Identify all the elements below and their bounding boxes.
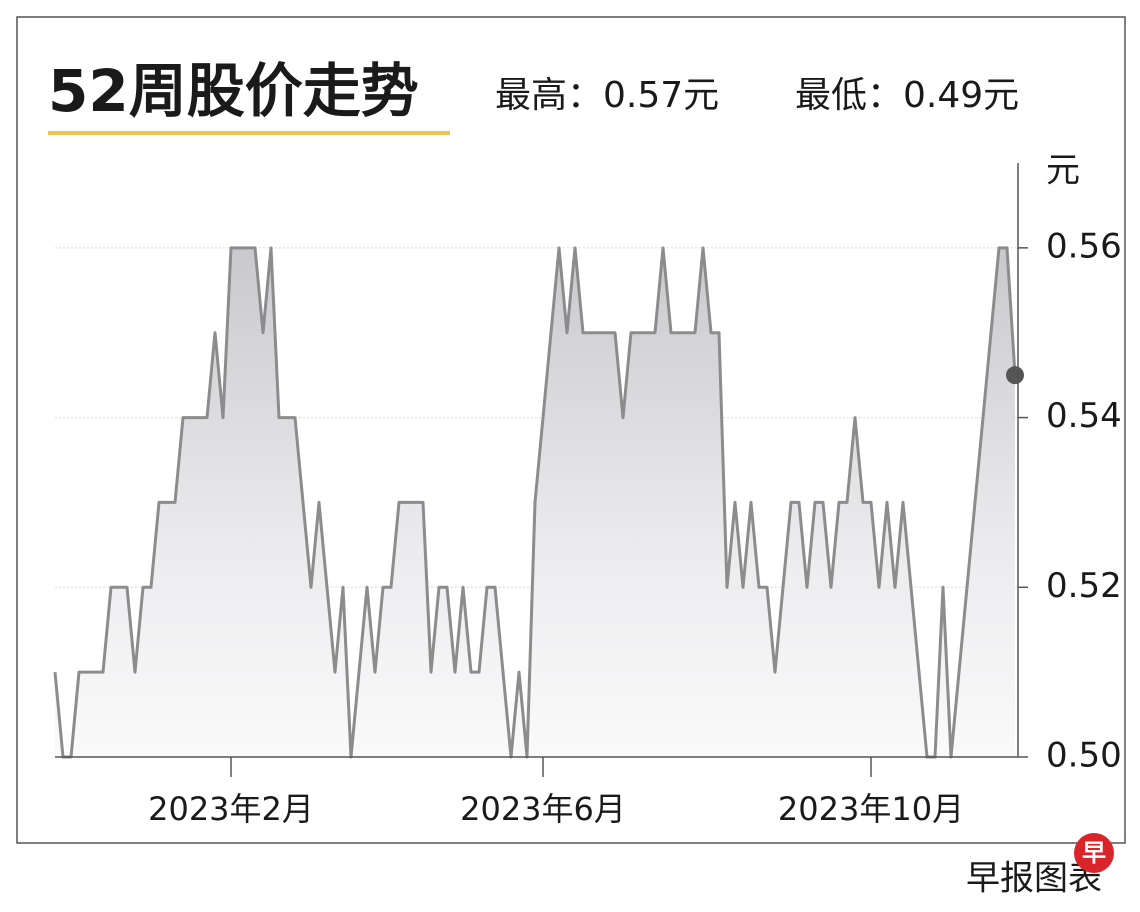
last-point: [1006, 366, 1024, 385]
chart-title: 52周股价走势: [48, 57, 419, 125]
y-tick-label: 0.50: [1046, 736, 1122, 776]
x-tick-label: 2023年2月: [148, 790, 314, 828]
low-label: 最低：0.49元: [795, 75, 1019, 116]
title-underline: [48, 131, 450, 135]
y-unit: 元: [1046, 151, 1080, 191]
high-label: 最高：0.57元: [495, 75, 719, 116]
frame: [16, 16, 1126, 844]
logo-text: 早: [1082, 839, 1106, 867]
x-tick-label: 2023年10月: [778, 790, 964, 828]
logo: [1074, 833, 1114, 873]
y-tick-label: 0.52: [1046, 566, 1122, 606]
y-tick-label: 0.56: [1046, 226, 1122, 266]
y-tick-label: 0.54: [1046, 396, 1122, 436]
x-tick-label: 2023年6月: [460, 790, 626, 828]
price-line: [53, 246, 1017, 759]
